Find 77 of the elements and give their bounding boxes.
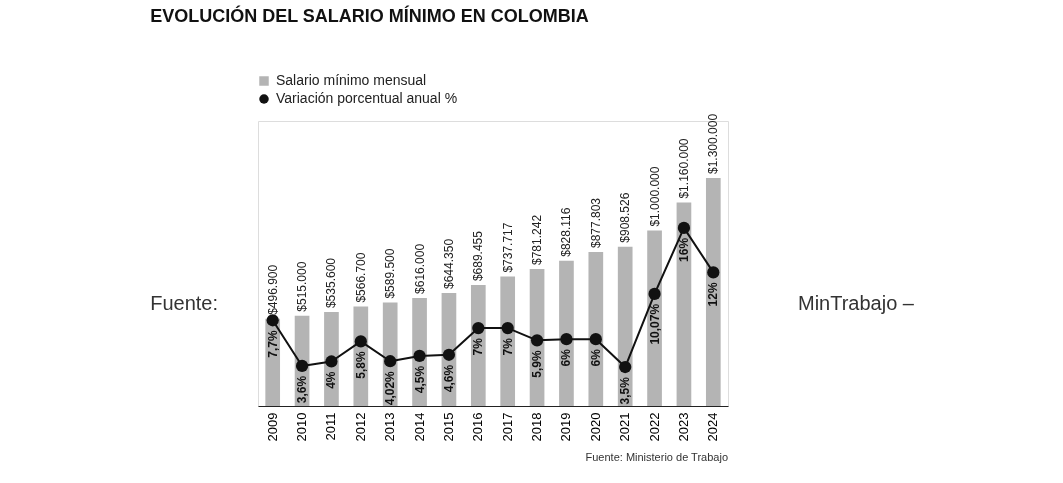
point bbox=[472, 321, 485, 335]
data-label: 12% bbox=[706, 282, 721, 307]
data-label: 7,7% bbox=[265, 329, 280, 358]
data-label: 5,9% bbox=[530, 349, 545, 378]
x-tick-label: 2017 bbox=[499, 412, 515, 442]
x-tick-label: 2018 bbox=[529, 412, 545, 442]
data-label: $737.717 bbox=[500, 222, 515, 273]
data-label: 10,07% bbox=[647, 303, 662, 345]
data-label: 7% bbox=[471, 337, 486, 356]
data-label: 4,6% bbox=[441, 364, 456, 393]
data-label: 4,5% bbox=[412, 365, 427, 394]
x-tick-label: 2015 bbox=[440, 412, 456, 442]
source-note: Fuente: bbox=[150, 291, 218, 314]
point bbox=[442, 348, 456, 361]
data-label: $566.700 bbox=[353, 252, 368, 303]
data-label: $644.350 bbox=[441, 238, 456, 289]
x-tick-label: 2010 bbox=[294, 412, 310, 442]
point bbox=[648, 287, 661, 300]
point bbox=[589, 333, 602, 346]
x-tick-label: 2021 bbox=[617, 412, 633, 442]
x-tick-label: 2019 bbox=[558, 412, 574, 442]
x-tick-label: 2023 bbox=[675, 412, 691, 442]
data-label: $1.160.000 bbox=[676, 138, 691, 199]
point bbox=[384, 355, 397, 368]
x-tick-label: 2011 bbox=[323, 412, 339, 441]
legend-label: Variación porcentual anual % bbox=[276, 90, 458, 106]
point bbox=[677, 221, 691, 234]
bar bbox=[705, 178, 721, 406]
data-label: 16% bbox=[676, 237, 691, 262]
source-note: Fuente: Ministerio de Trabajo bbox=[585, 451, 728, 463]
data-label: 4% bbox=[324, 371, 339, 389]
data-label: $908.526 bbox=[618, 192, 633, 243]
data-label: $689.455 bbox=[471, 230, 486, 282]
data-label: $515.000 bbox=[295, 261, 310, 312]
data-label: $1.300.000 bbox=[706, 113, 721, 174]
data-label: $1.000.000 bbox=[647, 166, 662, 227]
point bbox=[413, 349, 426, 363]
bar bbox=[559, 260, 574, 406]
bar bbox=[500, 276, 516, 406]
x-tick-label: 2020 bbox=[587, 412, 603, 442]
data-label: 5,8% bbox=[353, 351, 368, 379]
data-label: $781.242 bbox=[530, 214, 545, 265]
bar bbox=[647, 230, 662, 406]
bar bbox=[617, 246, 633, 406]
point bbox=[266, 314, 279, 327]
data-label: 4,02% bbox=[383, 370, 398, 406]
point bbox=[619, 360, 632, 374]
data-label: 3,6% bbox=[295, 375, 310, 404]
point bbox=[560, 333, 573, 346]
chart-title: EVOLUCIÓN DEL SALARIO MÍNIMO EN COLOMBIA bbox=[150, 5, 589, 26]
x-tick-label: 2012 bbox=[352, 412, 368, 442]
point bbox=[325, 355, 338, 368]
bar bbox=[470, 285, 486, 406]
point bbox=[530, 334, 544, 347]
data-label: $589.500 bbox=[383, 248, 398, 299]
data-label: 3,5% bbox=[618, 376, 633, 405]
x-tick-label: 2014 bbox=[411, 412, 427, 442]
data-label: $496.900 bbox=[265, 264, 280, 315]
point bbox=[295, 359, 309, 373]
data-label: $616.000 bbox=[412, 243, 427, 294]
data-label: 7% bbox=[500, 337, 515, 356]
point bbox=[707, 266, 720, 279]
bar bbox=[588, 252, 604, 406]
data-label: 6% bbox=[559, 348, 574, 367]
x-tick-label: 2022 bbox=[646, 412, 662, 442]
x-tick-label: 2009 bbox=[264, 412, 280, 442]
text: MinTrabajo – bbox=[798, 291, 915, 314]
data-label: $828.116 bbox=[559, 207, 574, 257]
data-label: $535.600 bbox=[324, 257, 339, 309]
point bbox=[354, 335, 367, 348]
x-tick-label: 2013 bbox=[382, 412, 398, 442]
x-tick-label: 2024 bbox=[705, 412, 721, 442]
legend-label: Salario mínimo mensual bbox=[276, 72, 427, 88]
x-tick-label: 2016 bbox=[470, 412, 486, 442]
data-label: $877.803 bbox=[588, 197, 603, 249]
point bbox=[501, 321, 514, 335]
data-label: 6% bbox=[588, 348, 603, 367]
